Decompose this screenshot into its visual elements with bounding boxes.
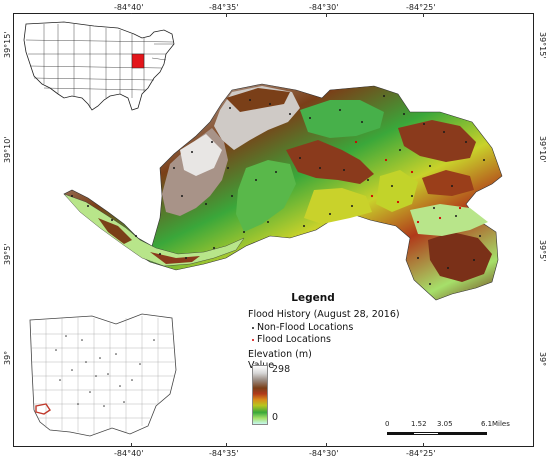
graticule-tick [226,443,227,447]
scale-segment [413,432,439,435]
scale-tick-label: 6.1 [481,420,493,428]
scale-bar: 0 1.52 3.05 6.1 Miles [385,420,515,440]
elevation-max-label: 298 [272,364,291,375]
graticule-bottom-label: -84°40' [114,449,144,458]
ohio-highlight [131,53,145,69]
scale-tick-label: 3.05 [437,420,453,428]
elevation-color-ramp [252,365,268,425]
elevation-min-label: 0 [272,412,279,423]
graticule-top-label: -84°35' [209,3,239,12]
graticule-tick [326,13,327,17]
graticule-tick [326,443,327,447]
flood-symbol [252,338,254,341]
scale-tick-label: 0 [385,420,390,428]
graticule-tick [423,13,424,17]
legend-flood-history: Flood History (August 28, 2016) [248,309,400,320]
scale-segment [387,432,413,435]
graticule-bottom-label: -84°25' [406,449,436,458]
legend: Legend Flood History (August 28, 2016) N… [248,292,400,371]
graticule-top-label: -84°40' [114,3,144,12]
legend-flood-label: Flood Locations [257,334,331,345]
legend-non-flood-item: Non-Flood Locations [252,322,353,333]
graticule-tick [226,13,227,17]
graticule-top-label: -84°25' [406,3,436,12]
graticule-bottom-label: -84°30' [309,449,339,458]
non-flood-symbol [252,326,254,329]
graticule-bottom-label: -84°35' [209,449,239,458]
scale-segment [439,432,487,435]
flood-points [354,140,462,224]
scale-tick-label: 1.52 [411,420,427,428]
legend-non-flood-label: Non-Flood Locations [257,322,354,333]
non-flood-points [71,95,485,285]
graticule-tick [131,443,132,447]
legend-flood-item: Flood Locations [252,334,331,345]
graticule-top-label: -84°30' [309,3,339,12]
scale-unit-label: Miles [492,420,510,428]
legend-title: Legend [291,292,335,304]
legend-elevation: Elevation (m) [248,349,312,360]
ohio-inset-map [20,310,190,442]
study-area-highlight [35,403,51,415]
usa-inset-map [14,14,184,118]
graticule-tick [423,443,424,447]
